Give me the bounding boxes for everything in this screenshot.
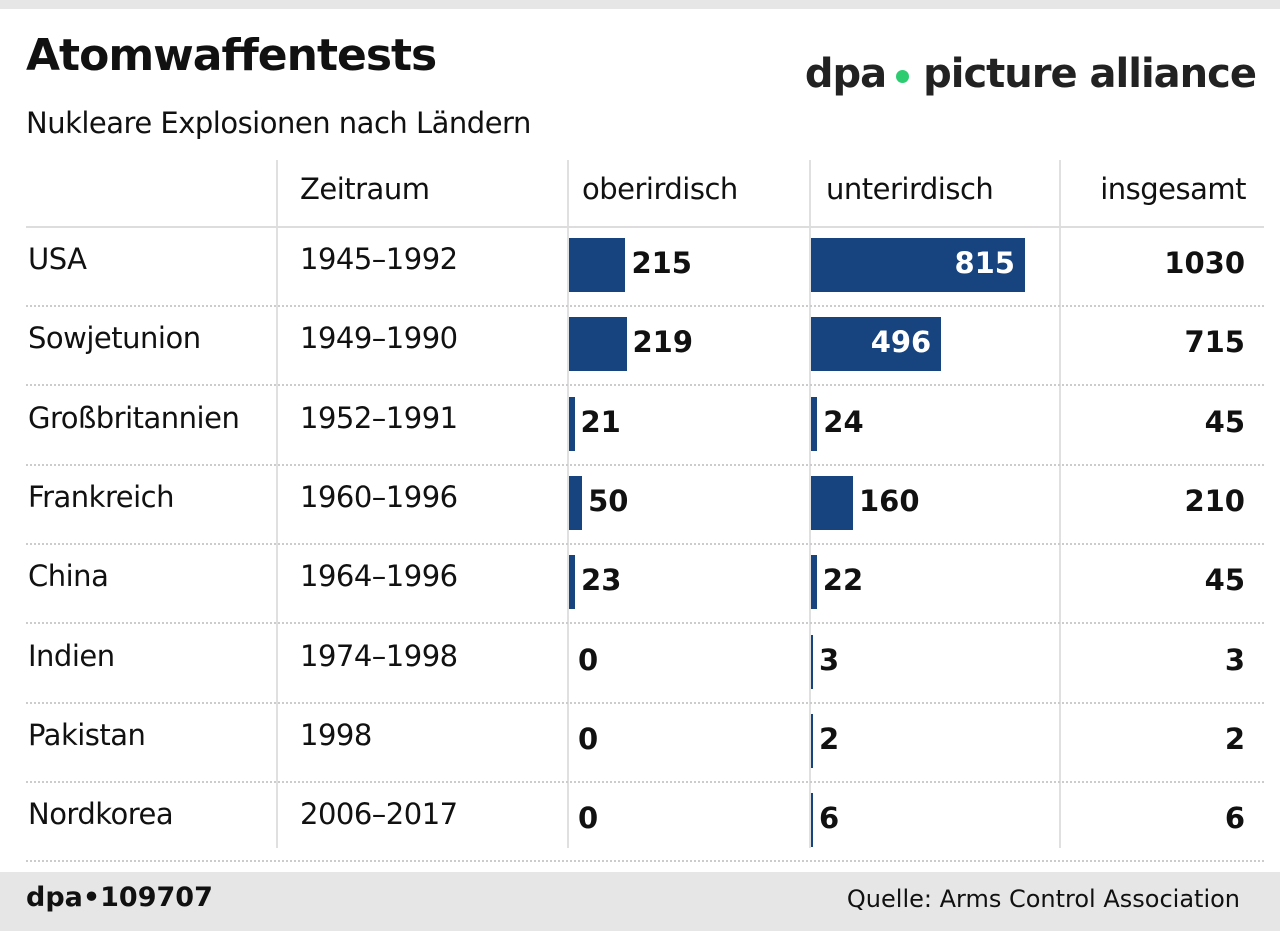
- bar-below: [811, 238, 1025, 292]
- column-divider: [809, 160, 811, 848]
- value-above: 0: [578, 721, 599, 756]
- column-divider: [276, 160, 278, 848]
- table-row: USA 1945–1992 215 815 1030: [0, 228, 1280, 307]
- period-label: 2006–2017: [300, 797, 458, 832]
- column-divider: [1059, 160, 1061, 848]
- value-total: 6: [1224, 801, 1245, 836]
- table-row: Großbritannien 1952–1991 21 24 45: [0, 387, 1280, 466]
- bar-below: [811, 475, 853, 530]
- value-total: 45: [1204, 404, 1245, 439]
- watermark-left: dpa: [804, 51, 887, 97]
- table-row: Nordkorea 2006–2017 0 6 6: [0, 783, 1280, 863]
- bar-below: [811, 396, 818, 451]
- header-above: oberirdisch: [582, 172, 738, 206]
- country-label: China: [28, 559, 109, 594]
- period-label: 1998: [300, 717, 372, 752]
- value-below: 815: [954, 246, 1015, 280]
- country-label: Nordkorea: [28, 797, 174, 832]
- value-above: 215: [631, 246, 692, 280]
- bar-below: [811, 713, 813, 768]
- country-label: Indien: [28, 638, 115, 673]
- period-label: 1952–1991: [300, 400, 458, 435]
- header-total: insgesamt: [1100, 172, 1246, 206]
- value-above: 50: [588, 483, 629, 518]
- value-above: 23: [581, 563, 622, 598]
- row-divider: [26, 780, 1264, 783]
- value-total: 1030: [1164, 246, 1245, 280]
- table-row: Indien 1974–1998 0 3 3: [0, 625, 1280, 704]
- table-row: China 1964–1996 23 22 45: [0, 545, 1280, 625]
- value-below: 24: [823, 404, 864, 439]
- header-period: Zeitraum: [300, 172, 430, 206]
- table-row: Sowjetunion 1949–1990 219 496 715: [0, 307, 1280, 387]
- row-divider: [26, 860, 1264, 863]
- value-below: 6: [819, 801, 840, 836]
- country-label: Sowjetunion: [28, 321, 201, 356]
- row-divider: [26, 622, 1264, 625]
- bar-above: [569, 317, 627, 372]
- value-below: 496: [870, 325, 932, 360]
- chart-subtitle: Nukleare Explosionen nach Ländern: [26, 106, 531, 140]
- value-below: 22: [822, 563, 864, 598]
- period-label: 1974–1998: [300, 638, 458, 673]
- table-row: Frankreich 1960–1996 50 160 210: [0, 466, 1280, 545]
- watermark: dpa picture alliance: [804, 50, 1257, 98]
- period-label: 1949–1990: [300, 321, 458, 356]
- bar-below: [811, 634, 813, 689]
- value-below: 3: [819, 642, 840, 677]
- value-above: 0: [578, 642, 599, 677]
- row-divider: [26, 305, 1264, 307]
- period-label: 1945–1992: [300, 242, 458, 276]
- bar-above: [569, 475, 583, 530]
- row-divider: [26, 463, 1264, 466]
- header-divider: [26, 226, 1264, 228]
- bar-above: [569, 238, 626, 292]
- period-label: 1960–1996: [300, 479, 458, 514]
- country-label: USA: [28, 242, 87, 276]
- watermark-dot-icon: [896, 69, 910, 83]
- header-below: unterirdisch: [826, 172, 994, 206]
- value-total: 210: [1184, 483, 1245, 518]
- row-divider: [26, 542, 1264, 545]
- value-total: 2: [1224, 721, 1245, 756]
- country-label: Großbritannien: [28, 400, 240, 435]
- row-divider: [26, 384, 1264, 387]
- graphic-id: dpa•109707: [26, 882, 213, 913]
- column-divider: [567, 160, 569, 848]
- bar-above: [569, 555, 576, 610]
- value-total: 45: [1204, 563, 1245, 598]
- row-divider: [26, 701, 1264, 704]
- period-label: 1964–1996: [300, 559, 458, 594]
- watermark-right: picture alliance: [923, 51, 1257, 97]
- table-row: Pakistan 1998 0 2 2: [0, 704, 1280, 783]
- value-above: 21: [580, 404, 621, 439]
- top-strip: [0, 0, 1280, 9]
- bar-below: [811, 555, 817, 610]
- value-total: 715: [1184, 325, 1245, 360]
- bar-above: [569, 396, 575, 451]
- source-note: Quelle: Arms Control Association: [846, 885, 1240, 913]
- country-label: Frankreich: [28, 479, 174, 514]
- value-total: 3: [1224, 642, 1245, 677]
- chart-title: Atomwaffentests: [26, 30, 437, 81]
- value-above: 0: [578, 801, 599, 836]
- footer: dpa•109707 Quelle: Arms Control Associat…: [0, 872, 1280, 931]
- value-above: 219: [632, 325, 694, 360]
- value-below: 2: [819, 721, 840, 756]
- bar-below: [811, 793, 813, 848]
- bar-below: [811, 317, 942, 372]
- country-label: Pakistan: [28, 717, 146, 752]
- value-below: 160: [859, 483, 920, 518]
